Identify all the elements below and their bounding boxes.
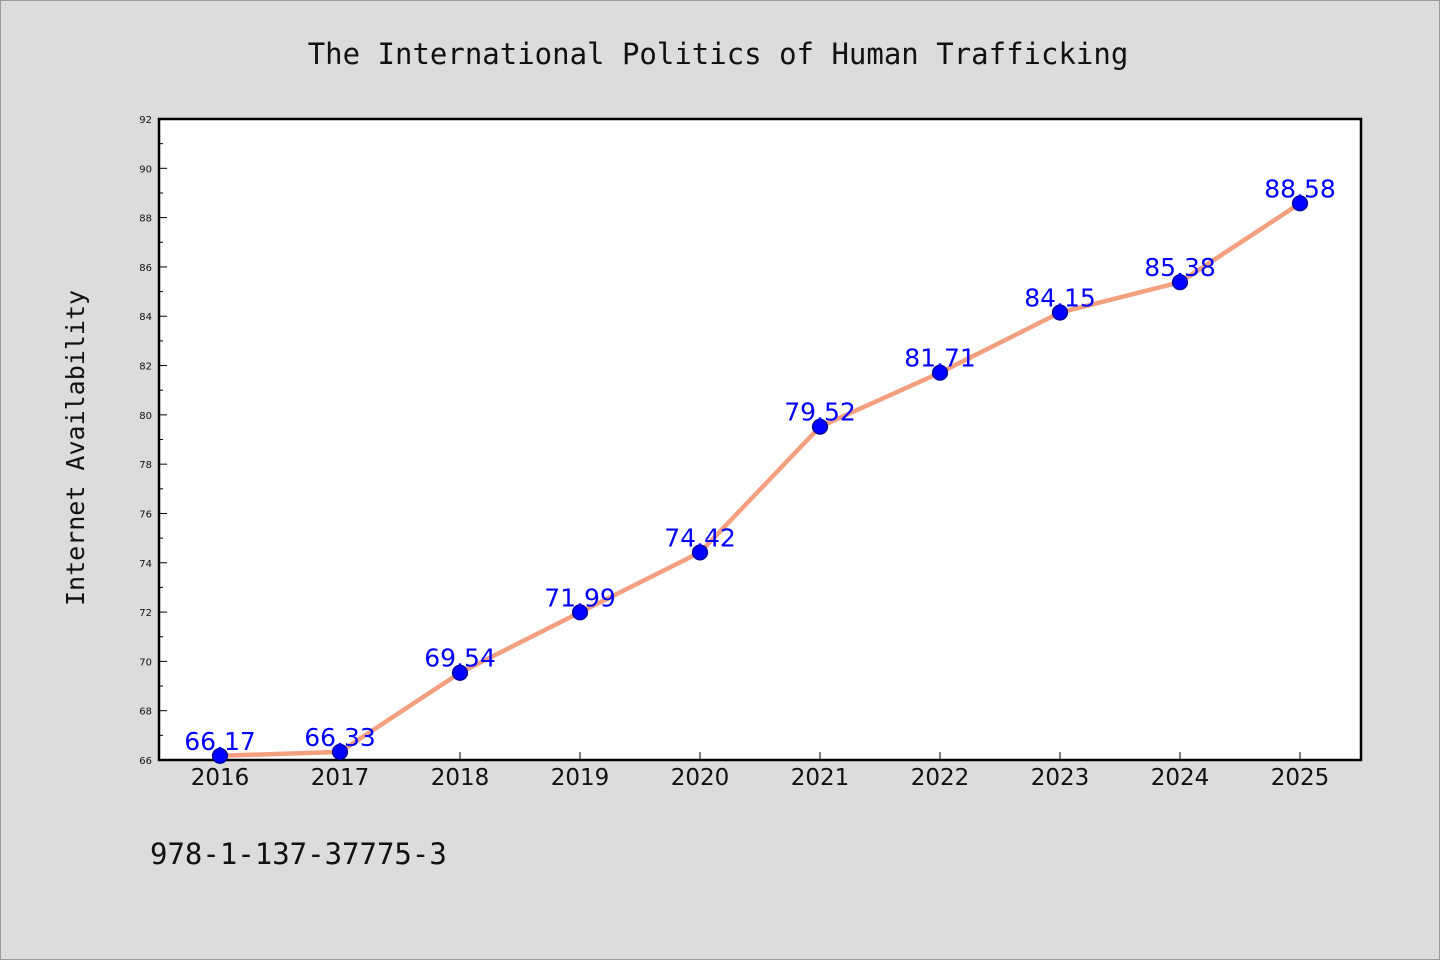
data-label: 81.71 — [904, 344, 976, 373]
data-label: 71.99 — [544, 583, 616, 612]
data-point — [1051, 304, 1069, 321]
x-tick-label: 2023 — [1031, 765, 1090, 791]
y-tick-label: 74 — [139, 559, 152, 570]
data-point — [211, 747, 229, 764]
data-point — [1171, 274, 1189, 291]
y-axis-label: Internet Availability — [61, 290, 90, 606]
y-tick-label: 86 — [139, 263, 152, 274]
y-tick-label: 68 — [139, 707, 152, 718]
data-point — [1291, 195, 1309, 212]
data-point — [811, 418, 829, 435]
y-tick-label: 72 — [139, 608, 152, 619]
y-tick-label: 66 — [139, 756, 152, 767]
data-label: 84.15 — [1024, 284, 1096, 313]
data-label: 66.17 — [184, 727, 256, 756]
x-tick-label: 2018 — [431, 765, 490, 791]
x-axis-ticks: 2016 2017 2018 2019 2020 2021 2022 2023 2024 2025 — [191, 752, 1330, 791]
plot-area — [157, 117, 1363, 762]
x-tick-label: 2020 — [671, 765, 730, 791]
data-point — [691, 544, 709, 561]
y-tick-label: 90 — [139, 164, 152, 175]
data-label: 79.52 — [784, 398, 856, 427]
chart-title: The International Politics of Human Traf… — [308, 37, 1129, 71]
x-tick-label: 2024 — [1151, 765, 1210, 791]
x-tick-label: 2025 — [1271, 765, 1330, 791]
x-tick-label: 2019 — [551, 765, 610, 791]
series-line-group — [211, 195, 1309, 764]
y-tick-label: 82 — [139, 362, 152, 373]
x-tick-label: 2021 — [791, 765, 850, 791]
y-tick-label: 78 — [139, 460, 152, 471]
data-label: 88.58 — [1264, 174, 1336, 203]
data-point — [331, 743, 349, 760]
data-point — [451, 664, 469, 681]
y-tick-label: 76 — [139, 509, 152, 520]
data-label: 66.33 — [304, 723, 376, 752]
y-tick-label: 88 — [139, 214, 152, 225]
data-labels-group: 66.17 66.33 69.54 71.99 74.42 79.52 81.71 84.15… — [184, 174, 1336, 755]
y-tick-label: 84 — [139, 312, 152, 323]
y-tick-label: 80 — [139, 411, 152, 422]
y-tick-label: 70 — [139, 657, 152, 668]
footer-isbn: 978-1-137-37775-3 — [150, 837, 447, 871]
x-tick-label: 2022 — [911, 765, 970, 791]
data-label: 74.42 — [664, 523, 736, 552]
x-tick-label: 2016 — [191, 765, 250, 791]
data-point — [571, 604, 589, 621]
series-line — [217, 201, 1303, 759]
y-tick-label: 92 — [139, 115, 152, 126]
data-label: 85.38 — [1144, 253, 1216, 282]
data-point — [931, 364, 949, 381]
data-label: 69.54 — [424, 644, 496, 673]
y-axis-ticks: 66 68 70 72 74 76 78 80 82 84 86 88 90 92 — [139, 115, 167, 767]
x-tick-label: 2017 — [311, 765, 370, 791]
